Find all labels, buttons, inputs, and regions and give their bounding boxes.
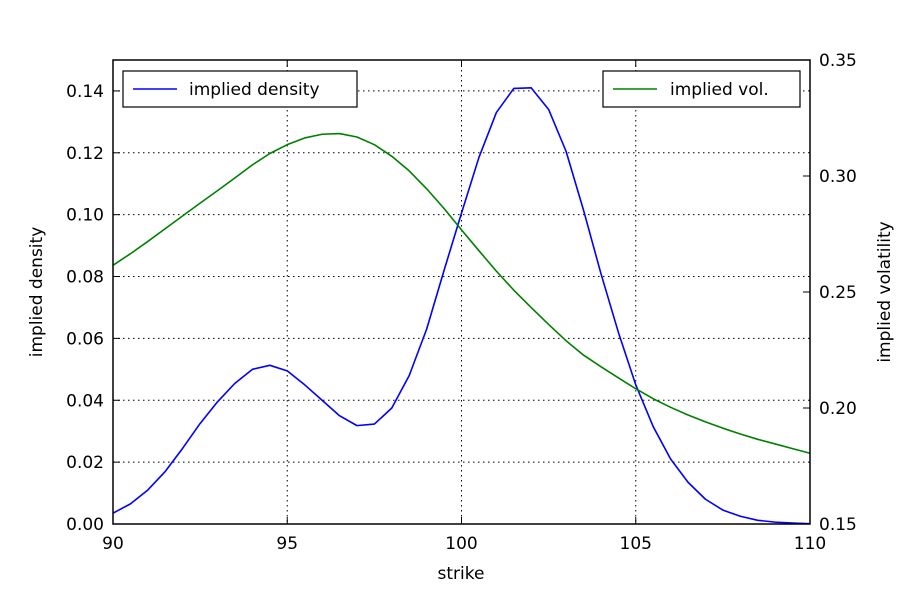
y-left-tick-label: 0.14 [66,82,104,102]
y-left-tick-label: 0.00 [66,515,104,535]
x-tick-label: 90 [102,534,124,554]
y-left-tick-label: 0.10 [66,206,104,226]
legend-left: implied density [122,70,358,108]
series-line-implied-density [112,87,811,525]
x-tick-label: 110 [794,534,826,554]
x-axis-label: strike [438,564,485,584]
legend-right-label: implied vol. [670,80,769,100]
y-right-tick-label: 0.20 [819,399,857,419]
x-tick-label: 100 [445,534,477,554]
x-tick-label: 95 [276,534,298,554]
series-layer [112,87,811,525]
y-left-tick-label: 0.04 [66,391,104,411]
y-right-tick-label: 0.25 [819,283,857,303]
y-right-tick-label: 0.35 [819,51,857,71]
y-right-tick-label: 0.30 [819,167,857,187]
y-left-tick-label: 0.08 [66,268,104,288]
series-line-implied-vol [112,132,811,455]
grid [113,60,810,524]
ticks: 90 95 100 105 110 0.00 0.02 0.04 0.06 0.08 0.10 0.1… [66,51,857,554]
y-right-tick-label: 0.15 [819,515,857,535]
y-left-tick-label: 0.06 [66,329,104,349]
y-axis-left-label: implied density [27,227,47,358]
y-left-tick-label: 0.12 [66,144,104,164]
y-axis-right-label: implied volatility [875,221,895,362]
legend-left-label: implied density [189,80,320,100]
x-tick-label: 105 [620,534,652,554]
y-left-tick-label: 0.02 [66,453,104,473]
legend-right: implied vol. [602,70,801,108]
